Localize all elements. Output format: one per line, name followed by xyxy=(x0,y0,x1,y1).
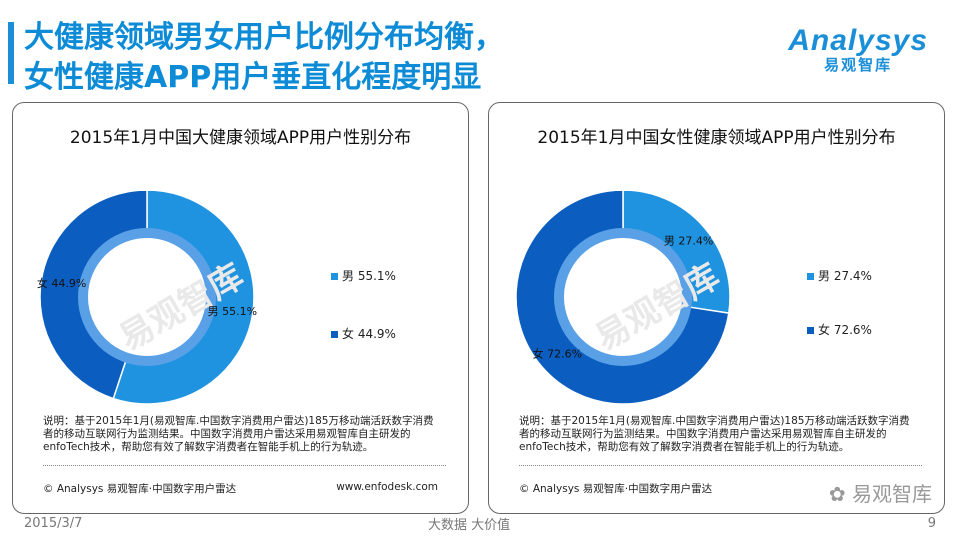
legend-label-female: 女 44.9% xyxy=(342,327,396,341)
copyright-text: © Analysys 易观智库·中国数字用户雷达 xyxy=(519,483,713,495)
legend-label-female: 女 72.6% xyxy=(818,323,872,337)
wechat-icon: ✿ xyxy=(828,482,846,506)
analysys-logo: Analysys 易观智库 xyxy=(788,24,928,75)
page-title: 大健康领域男女用户比例分布均衡， 女性健康APP用户垂直化程度明显 xyxy=(24,18,504,98)
title-accent-bar xyxy=(8,22,14,84)
legend-item-female: 女 72.6% xyxy=(807,321,872,338)
legend-label-male: 男 55.1% xyxy=(342,269,396,283)
divider xyxy=(519,465,922,466)
footer-date: 2015/3/7 xyxy=(24,516,83,531)
donut-inner-ring xyxy=(554,228,692,366)
data-label-female: 女 72.6% xyxy=(533,346,582,360)
page-number: 9 xyxy=(927,516,936,531)
wechat-watermark: ✿ 易观智库 xyxy=(829,478,932,507)
divider xyxy=(43,465,446,466)
panel-overall-health: 2015年1月中国大健康领域APP用户性别分布 易观智库男 55.1% 女 44.… xyxy=(12,102,469,514)
donut-inner-ring xyxy=(78,228,216,366)
legend-label-male: 男 27.4% xyxy=(818,269,872,283)
legend-swatch-female xyxy=(331,331,338,338)
legend-swatch-female xyxy=(807,327,814,334)
page-title-line2: 女性健康APP用户垂直化程度明显 xyxy=(24,60,482,95)
logo-brand: Analysys xyxy=(788,24,928,57)
legend-swatch-male xyxy=(807,273,814,280)
footer-slogan: 大数据 大价值 xyxy=(428,518,511,533)
methodology-note: 说明：基于2015年1月(易观智库.中国数字消费用户雷达)185万移动端活跃数字… xyxy=(519,415,910,453)
page-title-line1: 大健康领域男女用户比例分布均衡， xyxy=(24,20,504,55)
wechat-account: 易观智库 xyxy=(852,482,932,506)
methodology-note: 说明：基于2015年1月(易观智库.中国数字消费用户雷达)185万移动端活跃数字… xyxy=(43,415,434,453)
legend-item-male: 男 27.4% xyxy=(807,267,872,284)
data-label-male: 男 27.4% xyxy=(664,235,713,248)
chart-title: 2015年1月中国女性健康领域APP用户性别分布 xyxy=(537,128,896,148)
logo-subtitle: 易观智库 xyxy=(824,56,893,74)
panel-female-health: 2015年1月中国女性健康领域APP用户性别分布 易观智库 男 27.4% 女 72… xyxy=(488,102,945,514)
copyright-text: © Analysys 易观智库·中国数字用户雷达 xyxy=(43,483,237,495)
source-url: www.enfodesk.com xyxy=(336,481,438,493)
legend-item-female: 女 44.9% xyxy=(331,325,396,342)
chart-title: 2015年1月中国大健康领域APP用户性别分布 xyxy=(69,128,412,148)
legend-item-male: 男 55.1% xyxy=(331,267,396,284)
data-label-female: 女 44.9% xyxy=(37,276,86,290)
legend-swatch-male xyxy=(331,273,338,280)
data-label-male: 男 55.1% xyxy=(208,305,257,318)
